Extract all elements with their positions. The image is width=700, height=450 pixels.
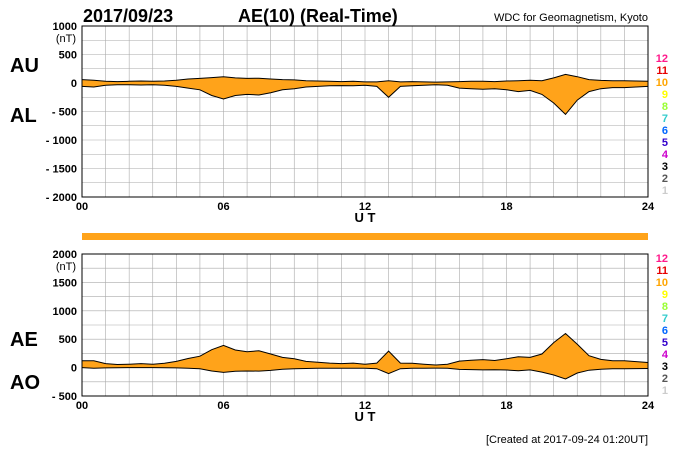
bottom-xtick-label: 00 [76,400,88,412]
top-station-number: 7 [662,113,668,125]
series-line-ao [81,367,649,380]
top-station-number: 1 [662,185,668,197]
chart-source: WDC for Geomagnetism, Kyoto [494,12,648,24]
top-ytick-label: - 1000 [46,135,77,147]
top-station-number: 12 [656,53,668,65]
bottom-xtick-label: 18 [500,400,512,412]
au-label: AU [10,55,39,77]
top-station-number: 4 [662,149,669,161]
top-ytick-label: - 500 [52,107,77,119]
ae-label: AE [10,329,38,351]
top-plot-frame [81,25,649,198]
data-availability-bar [82,233,648,240]
bottom-station-number: 7 [662,313,668,325]
bottom-ytick-label: - 500 [52,391,77,403]
top-xlabel: U T [355,210,376,225]
series-line-au [81,73,649,83]
top-ytick-label: 1000 [53,21,77,33]
bottom-xtick-label: 12 [359,400,371,412]
ao-label: AO [10,372,40,394]
bottom-station-number: 11 [656,265,668,277]
top-station-number: 5 [662,137,668,149]
bottom-ytick-label: 1000 [53,306,77,318]
bottom-station-number: 4 [662,349,669,361]
top-xtick-label: 06 [217,201,229,213]
bottom-ytick-label: 0 [71,363,77,375]
bottom-station-number: 5 [662,337,668,349]
top-xtick-label: 18 [500,201,512,213]
bottom-xtick-label: 24 [642,400,655,412]
top-station-number: 6 [662,125,668,137]
bottom-station-number: 10 [656,277,668,289]
top-unit-label: (nT) [56,33,76,45]
bottom-station-number: 3 [662,361,668,373]
bottom-station-number: 12 [656,253,668,265]
bottom-xtick-label: 06 [217,400,229,412]
top-xtick-label: 12 [359,201,371,213]
bottom-station-number: 8 [662,301,668,313]
top-ytick-label: 500 [59,50,77,62]
al-label: AL [10,105,37,127]
top-station-number: 2 [662,173,668,185]
chart-date: 2017/09/23 [83,6,173,26]
bottom-station-number: 2 [662,373,668,385]
top-xtick-label: 00 [76,201,88,213]
top-ytick-label: 0 [71,78,77,90]
bottom-station-number: 9 [662,289,668,301]
bottom-unit-label: (nT) [56,261,76,273]
bottom-station-number: 6 [662,325,668,337]
created-timestamp: [Created at 2017-09-24 01:20UT] [486,434,648,446]
top-series-fill [82,74,648,115]
bottom-plot-frame [81,253,649,397]
top-station-number: 11 [656,65,668,77]
bottom-ytick-label: 2000 [53,249,77,261]
bottom-ytick-label: 500 [59,334,77,346]
top-station-number: 10 [656,77,668,89]
top-station-number: 3 [662,161,668,173]
top-ytick-label: - 2000 [46,192,77,204]
top-ytick-label: - 1500 [46,164,77,176]
series-line-al [81,84,649,116]
top-station-number: 8 [662,101,668,113]
top-xtick-label: 24 [642,201,655,213]
top-station-number: 9 [662,89,668,101]
bottom-series-fill [82,333,648,379]
bottom-ytick-label: 1500 [53,277,77,289]
chart-title: AE(10) (Real-Time) [238,6,398,26]
bottom-xlabel: U T [355,409,376,424]
bottom-station-number: 1 [662,385,668,397]
series-line-ae [82,332,649,366]
